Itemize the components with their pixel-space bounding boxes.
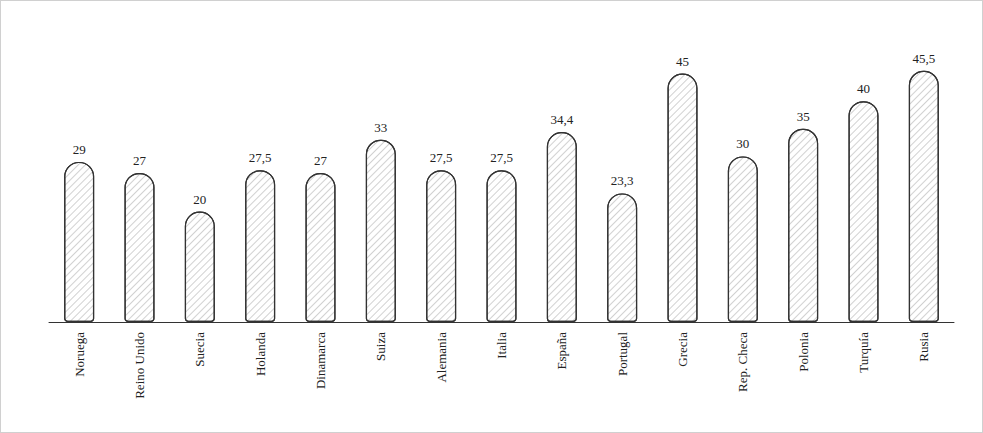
svg-text:27: 27: [133, 153, 147, 168]
svg-text:30: 30: [736, 136, 749, 151]
svg-text:34,4: 34,4: [550, 112, 573, 127]
svg-text:27,5: 27,5: [249, 150, 272, 165]
svg-text:27: 27: [314, 153, 328, 168]
svg-text:Alemania: Alemania: [434, 332, 449, 383]
svg-text:Italia: Italia: [494, 332, 509, 359]
svg-text:27,5: 27,5: [490, 150, 513, 165]
svg-text:35: 35: [797, 109, 810, 124]
svg-text:45: 45: [676, 54, 689, 69]
svg-text:Rep. Checa: Rep. Checa: [735, 332, 750, 392]
svg-text:29: 29: [73, 142, 86, 157]
svg-text:Holanda: Holanda: [253, 332, 268, 376]
svg-text:45,5: 45,5: [912, 51, 935, 66]
svg-text:Suecia: Suecia: [192, 332, 207, 367]
svg-text:40: 40: [857, 81, 870, 96]
svg-text:España: España: [554, 332, 569, 370]
svg-text:Suiza: Suiza: [373, 332, 388, 361]
svg-text:Reino Unido: Reino Unido: [132, 332, 147, 399]
svg-text:Rusia: Rusia: [916, 332, 931, 362]
svg-text:23,3: 23,3: [611, 173, 634, 188]
svg-text:27,5: 27,5: [430, 150, 453, 165]
svg-text:Portugal: Portugal: [615, 332, 630, 376]
svg-text:Noruega: Noruega: [72, 332, 87, 377]
svg-text:Dinamarca: Dinamarca: [313, 332, 328, 389]
svg-text:33: 33: [374, 120, 387, 135]
svg-text:Polonia: Polonia: [796, 332, 811, 372]
svg-text:Grecia: Grecia: [675, 332, 690, 367]
svg-text:Turquía: Turquía: [856, 332, 871, 373]
svg-text:20: 20: [193, 192, 206, 207]
